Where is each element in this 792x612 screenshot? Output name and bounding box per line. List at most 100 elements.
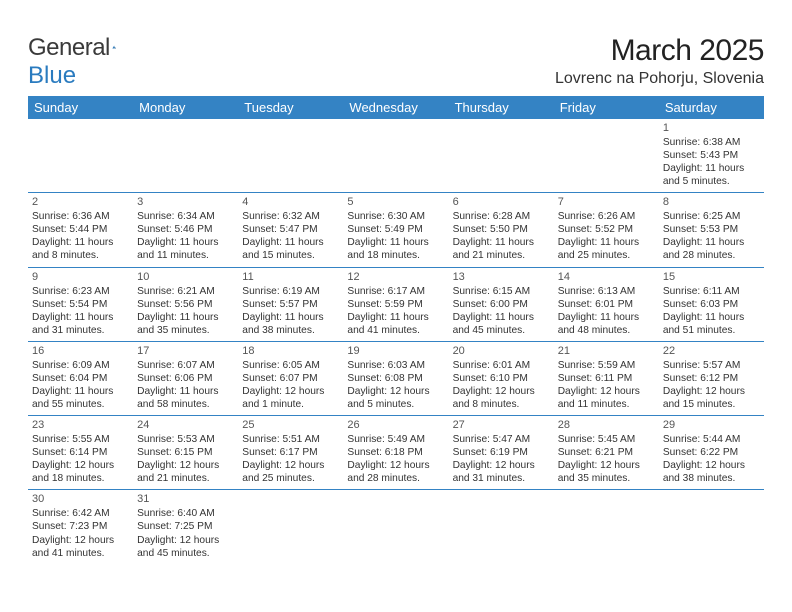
sunrise-text: Sunrise: 6:03 AM <box>347 359 444 372</box>
calendar-page: General March 2025 Lovrenc na Pohorju, S… <box>0 0 792 564</box>
day-details: Sunrise: 6:03 AMSunset: 6:08 PMDaylight:… <box>347 359 444 411</box>
day-number: 5 <box>347 195 444 209</box>
sunrise-text: Sunrise: 6:17 AM <box>347 285 444 298</box>
sunset-text: Sunset: 6:01 PM <box>558 298 655 311</box>
calendar-day-cell: 20Sunrise: 6:01 AMSunset: 6:10 PMDayligh… <box>449 341 554 415</box>
calendar-day-cell: 26Sunrise: 5:49 AMSunset: 6:18 PMDayligh… <box>343 416 448 490</box>
daylight-text: Daylight: 11 hours and 5 minutes. <box>663 162 760 188</box>
calendar-day-cell <box>554 119 659 193</box>
day-number: 15 <box>663 270 760 284</box>
sunset-text: Sunset: 6:03 PM <box>663 298 760 311</box>
sunrise-text: Sunrise: 6:32 AM <box>242 210 339 223</box>
sunset-text: Sunset: 5:54 PM <box>32 298 129 311</box>
calendar-body: 1Sunrise: 6:38 AMSunset: 5:43 PMDaylight… <box>28 119 764 564</box>
day-details: Sunrise: 5:45 AMSunset: 6:21 PMDaylight:… <box>558 433 655 485</box>
day-number: 1 <box>663 121 760 135</box>
daylight-text: Daylight: 11 hours and 8 minutes. <box>32 236 129 262</box>
sunset-text: Sunset: 6:11 PM <box>558 372 655 385</box>
sunset-text: Sunset: 5:52 PM <box>558 223 655 236</box>
day-details: Sunrise: 6:38 AMSunset: 5:43 PMDaylight:… <box>663 136 760 188</box>
sunrise-text: Sunrise: 6:15 AM <box>453 285 550 298</box>
daylight-text: Daylight: 12 hours and 15 minutes. <box>663 385 760 411</box>
day-details: Sunrise: 5:47 AMSunset: 6:19 PMDaylight:… <box>453 433 550 485</box>
logo-text-blue: Blue <box>28 62 76 90</box>
sunrise-text: Sunrise: 5:57 AM <box>663 359 760 372</box>
daylight-text: Daylight: 11 hours and 41 minutes. <box>347 311 444 337</box>
day-number: 26 <box>347 418 444 432</box>
sunset-text: Sunset: 6:12 PM <box>663 372 760 385</box>
sunset-text: Sunset: 6:19 PM <box>453 446 550 459</box>
calendar-day-cell: 15Sunrise: 6:11 AMSunset: 6:03 PMDayligh… <box>659 267 764 341</box>
calendar-day-cell: 11Sunrise: 6:19 AMSunset: 5:57 PMDayligh… <box>238 267 343 341</box>
day-number: 30 <box>32 492 129 506</box>
sunrise-text: Sunrise: 6:07 AM <box>137 359 234 372</box>
day-number: 17 <box>137 344 234 358</box>
day-details: Sunrise: 6:30 AMSunset: 5:49 PMDaylight:… <box>347 210 444 262</box>
calendar-day-cell <box>133 119 238 193</box>
calendar-day-cell: 17Sunrise: 6:07 AMSunset: 6:06 PMDayligh… <box>133 341 238 415</box>
calendar-day-cell: 16Sunrise: 6:09 AMSunset: 6:04 PMDayligh… <box>28 341 133 415</box>
sunrise-text: Sunrise: 6:21 AM <box>137 285 234 298</box>
daylight-text: Daylight: 11 hours and 35 minutes. <box>137 311 234 337</box>
daylight-text: Daylight: 11 hours and 18 minutes. <box>347 236 444 262</box>
sunset-text: Sunset: 5:44 PM <box>32 223 129 236</box>
day-details: Sunrise: 6:07 AMSunset: 6:06 PMDaylight:… <box>137 359 234 411</box>
header-row: General March 2025 Lovrenc na Pohorju, S… <box>28 34 764 88</box>
day-number: 27 <box>453 418 550 432</box>
calendar-day-cell: 10Sunrise: 6:21 AMSunset: 5:56 PMDayligh… <box>133 267 238 341</box>
calendar-week-row: 1Sunrise: 6:38 AMSunset: 5:43 PMDaylight… <box>28 119 764 193</box>
logo-sail-icon <box>112 37 116 57</box>
day-number: 12 <box>347 270 444 284</box>
title-block: March 2025 Lovrenc na Pohorju, Slovenia <box>555 34 764 88</box>
sunset-text: Sunset: 6:15 PM <box>137 446 234 459</box>
sunset-text: Sunset: 6:17 PM <box>242 446 339 459</box>
sunset-text: Sunset: 6:22 PM <box>663 446 760 459</box>
day-number: 9 <box>32 270 129 284</box>
calendar-week-row: 16Sunrise: 6:09 AMSunset: 6:04 PMDayligh… <box>28 341 764 415</box>
daylight-text: Daylight: 11 hours and 28 minutes. <box>663 236 760 262</box>
sunset-text: Sunset: 6:18 PM <box>347 446 444 459</box>
day-number: 25 <box>242 418 339 432</box>
sunrise-text: Sunrise: 6:09 AM <box>32 359 129 372</box>
calendar-day-cell: 31Sunrise: 6:40 AMSunset: 7:25 PMDayligh… <box>133 490 238 564</box>
calendar-day-cell: 29Sunrise: 5:44 AMSunset: 6:22 PMDayligh… <box>659 416 764 490</box>
day-details: Sunrise: 6:09 AMSunset: 6:04 PMDaylight:… <box>32 359 129 411</box>
calendar-day-cell: 4Sunrise: 6:32 AMSunset: 5:47 PMDaylight… <box>238 193 343 267</box>
sunset-text: Sunset: 5:43 PM <box>663 149 760 162</box>
sunrise-text: Sunrise: 6:40 AM <box>137 507 234 520</box>
day-details: Sunrise: 6:17 AMSunset: 5:59 PMDaylight:… <box>347 285 444 337</box>
day-details: Sunrise: 6:01 AMSunset: 6:10 PMDaylight:… <box>453 359 550 411</box>
daylight-text: Daylight: 11 hours and 45 minutes. <box>453 311 550 337</box>
sunrise-text: Sunrise: 5:49 AM <box>347 433 444 446</box>
sunset-text: Sunset: 6:07 PM <box>242 372 339 385</box>
sunrise-text: Sunrise: 6:11 AM <box>663 285 760 298</box>
day-number: 13 <box>453 270 550 284</box>
day-number: 8 <box>663 195 760 209</box>
logo: General <box>28 34 136 62</box>
day-number: 24 <box>137 418 234 432</box>
daylight-text: Daylight: 11 hours and 25 minutes. <box>558 236 655 262</box>
sunset-text: Sunset: 6:06 PM <box>137 372 234 385</box>
day-header-sunday: Sunday <box>28 96 133 119</box>
sunrise-text: Sunrise: 5:45 AM <box>558 433 655 446</box>
daylight-text: Daylight: 11 hours and 21 minutes. <box>453 236 550 262</box>
day-details: Sunrise: 6:36 AMSunset: 5:44 PMDaylight:… <box>32 210 129 262</box>
page-subtitle: Lovrenc na Pohorju, Slovenia <box>555 70 764 88</box>
calendar-day-cell: 28Sunrise: 5:45 AMSunset: 6:21 PMDayligh… <box>554 416 659 490</box>
daylight-text: Daylight: 12 hours and 11 minutes. <box>558 385 655 411</box>
daylight-text: Daylight: 12 hours and 38 minutes. <box>663 459 760 485</box>
day-number: 4 <box>242 195 339 209</box>
day-number: 19 <box>347 344 444 358</box>
calendar-week-row: 9Sunrise: 6:23 AMSunset: 5:54 PMDaylight… <box>28 267 764 341</box>
day-number: 29 <box>663 418 760 432</box>
calendar-day-cell: 12Sunrise: 6:17 AMSunset: 5:59 PMDayligh… <box>343 267 448 341</box>
sunrise-text: Sunrise: 6:34 AM <box>137 210 234 223</box>
sunrise-text: Sunrise: 6:19 AM <box>242 285 339 298</box>
daylight-text: Daylight: 12 hours and 5 minutes. <box>347 385 444 411</box>
day-number: 31 <box>137 492 234 506</box>
sunrise-text: Sunrise: 5:59 AM <box>558 359 655 372</box>
sunset-text: Sunset: 5:50 PM <box>453 223 550 236</box>
day-number: 16 <box>32 344 129 358</box>
calendar-day-cell: 24Sunrise: 5:53 AMSunset: 6:15 PMDayligh… <box>133 416 238 490</box>
day-details: Sunrise: 6:19 AMSunset: 5:57 PMDaylight:… <box>242 285 339 337</box>
